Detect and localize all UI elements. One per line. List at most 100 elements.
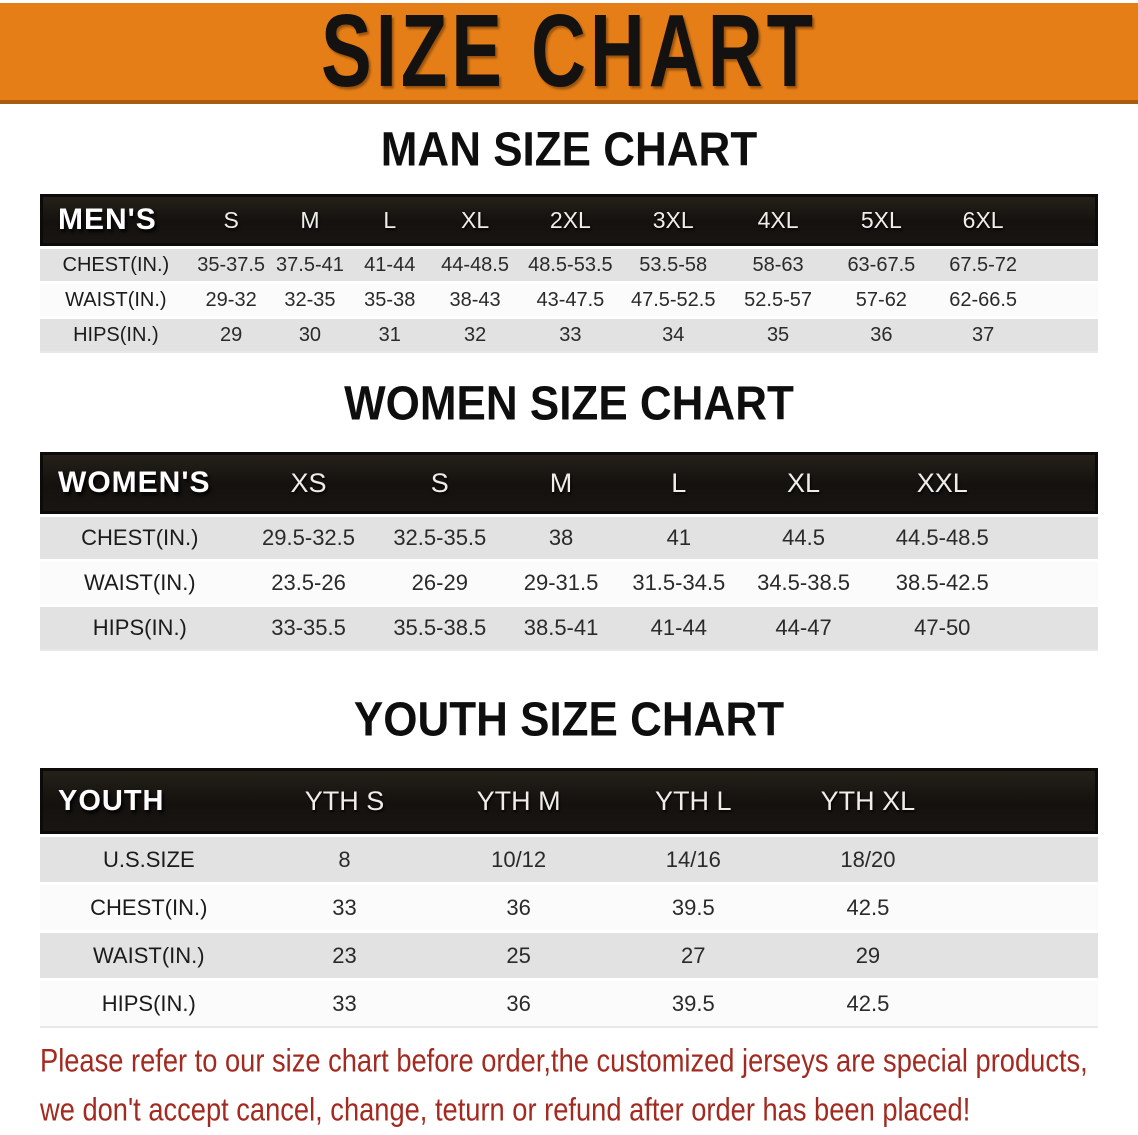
size-value-cell: 29 <box>780 930 956 978</box>
table-header-row: WOMEN'S XS S M L XL XXL <box>40 452 1098 514</box>
size-column-header: XL <box>737 452 870 514</box>
size-value-cell: 33 <box>519 316 621 353</box>
size-column-header: S <box>377 452 503 514</box>
size-value-cell: 39.5 <box>605 978 781 1028</box>
table-row: WAIST(IN.) 23.5-26 26-29 29-31.5 31.5-34.5 34… <box>40 559 1098 604</box>
size-value-cell: 36 <box>431 882 606 930</box>
size-column-header: YTH L <box>605 768 781 834</box>
size-value-cell: 36 <box>830 316 933 353</box>
row-label: CHEST(IN.) <box>40 246 192 281</box>
size-value-cell: 25 <box>431 930 606 978</box>
row-label: CHEST(IN.) <box>40 514 240 559</box>
row-label: U.S.SIZE <box>40 834 258 882</box>
man-size-chart-title: MAN SIZE CHART <box>380 122 758 177</box>
size-value-cell: 44-47 <box>737 604 870 651</box>
size-table: MEN'S S M L XL 2XL 3XL 4XL 5XL 6XL CHEST(IN.) 35-37… <box>40 194 1098 353</box>
size-value-cell: 42.5 <box>780 882 956 930</box>
size-column-header: XS <box>239 452 378 514</box>
size-value-cell: 35-38 <box>349 281 431 316</box>
size-value-cell: 36 <box>431 978 606 1028</box>
row-filler-cell <box>955 978 1098 1028</box>
size-value-cell: 41 <box>619 514 738 559</box>
size-column-header: 5XL <box>830 194 933 246</box>
size-value-cell: 31.5-34.5 <box>619 559 738 604</box>
table-header-label: MEN'S <box>40 194 192 246</box>
size-value-cell: 37.5-41 <box>270 246 350 281</box>
table-row: WAIST(IN.) 23 25 27 29 <box>40 930 1098 978</box>
size-column-header: S <box>191 194 271 246</box>
size-value-cell: 42.5 <box>780 978 956 1028</box>
size-column-header: 4XL <box>725 194 831 246</box>
size-value-cell: 58-63 <box>725 246 831 281</box>
size-value-cell: 14/16 <box>605 834 781 882</box>
size-table: YOUTH YTH S YTH M YTH L YTH XL U.S.SIZE 8 10/12… <box>40 768 1098 1028</box>
row-filler-cell <box>955 882 1098 930</box>
size-column-header: 6XL <box>932 194 1035 246</box>
header-filler-cell <box>1015 452 1098 514</box>
size-value-cell: 41-44 <box>349 246 431 281</box>
size-value-cell: 35 <box>725 316 831 353</box>
size-value-cell: 18/20 <box>780 834 956 882</box>
row-label: HIPS(IN.) <box>40 978 258 1028</box>
size-value-cell: 38.5-41 <box>502 604 620 651</box>
size-value-cell: 33-35.5 <box>239 604 378 651</box>
row-filler-cell <box>1034 281 1098 316</box>
size-column-header: M <box>502 452 620 514</box>
table-row: HIPS(IN.) 33 36 39.5 42.5 <box>40 978 1098 1028</box>
disclaimer-line-1: Please refer to our size chart before or… <box>40 1042 1088 1079</box>
size-value-cell: 62-66.5 <box>932 281 1035 316</box>
size-value-cell: 39.5 <box>605 882 781 930</box>
size-column-header: YTH S <box>257 768 432 834</box>
size-value-cell: 29-31.5 <box>502 559 620 604</box>
size-value-cell: 44-48.5 <box>430 246 520 281</box>
row-label: HIPS(IN.) <box>40 316 192 353</box>
size-value-cell: 29.5-32.5 <box>239 514 378 559</box>
table-row: CHEST(IN.) 35-37.5 37.5-41 41-44 44-48.5 48.5… <box>40 246 1098 281</box>
size-value-cell: 53.5-58 <box>620 246 726 281</box>
row-filler-cell <box>1034 316 1098 353</box>
disclaimer-text: Please refer to our size chart before or… <box>40 1036 1130 1134</box>
size-value-cell: 43-47.5 <box>519 281 621 316</box>
size-column-header: YTH M <box>431 768 606 834</box>
youth-size-chart-title: YOUTH SIZE CHART <box>353 692 785 747</box>
row-label: WAIST(IN.) <box>40 281 192 316</box>
size-value-cell: 30 <box>270 316 350 353</box>
women-size-table: WOMEN'S XS S M L XL XXL CHEST(IN.) 29.5-32.5 32.5… <box>40 452 1098 651</box>
table-header-row: MEN'S S M L XL 2XL 3XL 4XL 5XL 6XL <box>40 194 1098 246</box>
size-table: WOMEN'S XS S M L XL XXL CHEST(IN.) 29.5-32.5 32.5… <box>40 452 1098 651</box>
size-column-header: L <box>349 194 431 246</box>
size-value-cell: 34 <box>620 316 726 353</box>
table-row: HIPS(IN.) 29 30 31 32 33 34 35 36 37 <box>40 316 1098 353</box>
table-row: CHEST(IN.) 29.5-32.5 32.5-35.5 38 41 44.5 44.5… <box>40 514 1098 559</box>
row-label: WAIST(IN.) <box>40 559 240 604</box>
table-header-label: YOUTH <box>40 768 258 834</box>
row-filler-cell <box>1015 604 1098 651</box>
size-value-cell: 8 <box>257 834 432 882</box>
row-filler-cell <box>955 834 1098 882</box>
size-value-cell: 26-29 <box>377 559 503 604</box>
size-value-cell: 29-32 <box>191 281 271 316</box>
size-value-cell: 48.5-53.5 <box>519 246 621 281</box>
size-value-cell: 44.5-48.5 <box>869 514 1016 559</box>
size-value-cell: 10/12 <box>431 834 606 882</box>
size-value-cell: 47-50 <box>869 604 1016 651</box>
size-column-header: 2XL <box>519 194 621 246</box>
size-column-header: YTH XL <box>780 768 956 834</box>
table-row: WAIST(IN.) 29-32 32-35 35-38 38-43 43-47.5 47.… <box>40 281 1098 316</box>
size-value-cell: 63-67.5 <box>830 246 933 281</box>
row-filler-cell <box>1015 559 1098 604</box>
youth-size-table: YOUTH YTH S YTH M YTH L YTH XL U.S.SIZE 8 10/12… <box>40 768 1098 1028</box>
row-label: CHEST(IN.) <box>40 882 258 930</box>
size-value-cell: 29 <box>191 316 271 353</box>
size-column-header: M <box>270 194 350 246</box>
table-row: U.S.SIZE 8 10/12 14/16 18/20 <box>40 834 1098 882</box>
size-value-cell: 33 <box>257 978 432 1028</box>
banner-title: SIZE CHART <box>321 0 817 109</box>
size-value-cell: 32-35 <box>270 281 350 316</box>
size-column-header: XXL <box>869 452 1016 514</box>
size-column-header: L <box>619 452 738 514</box>
size-value-cell: 44.5 <box>737 514 870 559</box>
size-value-cell: 52.5-57 <box>725 281 831 316</box>
men-size-table: MEN'S S M L XL 2XL 3XL 4XL 5XL 6XL CHEST(IN.) 35-37… <box>40 194 1098 353</box>
women-size-chart-title: WOMEN SIZE CHART <box>344 376 794 431</box>
